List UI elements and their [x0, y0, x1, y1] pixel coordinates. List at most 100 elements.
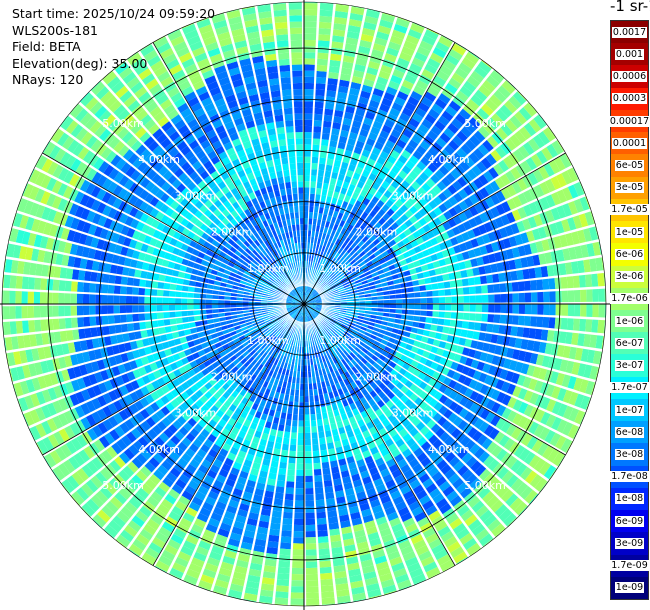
beta-cell — [395, 208, 404, 217]
beta-cell — [329, 140, 338, 148]
beta-cell — [528, 454, 541, 469]
beta-cell — [306, 309, 309, 316]
beta-cell — [511, 281, 519, 292]
beta-cell — [461, 278, 469, 287]
beta-cell — [469, 134, 481, 147]
beta-cell — [9, 306, 16, 320]
beta-cell — [338, 288, 345, 293]
beta-cell — [481, 284, 488, 294]
beta-cell — [347, 24, 361, 34]
beta-cell — [424, 430, 435, 440]
beta-cell — [311, 289, 316, 295]
beta-cell — [461, 231, 470, 242]
beta-cell — [338, 360, 345, 368]
beta-cell — [354, 363, 362, 371]
beta-cell — [491, 354, 500, 366]
beta-cell — [432, 310, 439, 318]
beta-cell — [304, 211, 309, 219]
beta-cell — [472, 370, 482, 381]
beta-cell — [544, 178, 556, 193]
beta-cell — [394, 453, 405, 463]
beta-cell — [543, 304, 550, 316]
beta-cell — [449, 494, 463, 507]
beta-cell — [536, 442, 549, 457]
beta-cell — [365, 231, 373, 239]
beta-cell — [352, 523, 365, 532]
beta-cell — [446, 334, 455, 343]
beta-cell — [577, 259, 585, 274]
beta-cell — [456, 147, 468, 159]
beta-cell — [462, 312, 470, 321]
beta-cell — [512, 398, 523, 412]
beta-cell — [304, 291, 306, 298]
beta-cell — [358, 96, 369, 105]
beta-cell — [430, 361, 439, 370]
beta-cell — [324, 333, 330, 340]
beta-cell — [361, 149, 371, 158]
beta-cell — [362, 21, 377, 31]
beta-cell — [334, 185, 342, 193]
beta-cell — [96, 326, 104, 337]
beta-cell — [393, 323, 401, 329]
beta-cell — [372, 238, 380, 246]
beta-cell — [313, 468, 322, 476]
beta-cell — [15, 291, 22, 304]
beta-cell — [517, 245, 526, 257]
beta-cell — [463, 295, 470, 303]
beta-cell — [351, 373, 359, 381]
beta-cell — [383, 312, 390, 317]
beta-cell — [584, 211, 595, 226]
beta-cell — [336, 271, 342, 277]
beta-cell — [315, 299, 322, 302]
beta-cell — [311, 289, 317, 295]
beta-cell — [365, 137, 376, 147]
beta-cell — [348, 505, 360, 514]
beta-cell — [439, 64, 453, 77]
beta-cell — [347, 231, 354, 240]
beta-cell — [358, 260, 366, 267]
beta-cell — [453, 244, 462, 254]
beta-cell — [408, 500, 421, 512]
beta-cell — [374, 369, 382, 378]
beta-cell — [416, 45, 431, 57]
beta-cell — [338, 135, 348, 144]
beta-cell — [395, 313, 402, 319]
beta-cell — [523, 403, 535, 417]
beta-cell — [377, 225, 386, 234]
beta-cell — [46, 319, 54, 331]
beta-cell — [435, 251, 444, 260]
beta-cell — [528, 201, 539, 215]
beta-cell — [454, 270, 462, 279]
beta-cell — [350, 381, 358, 389]
beta-cell — [473, 350, 482, 360]
beta-cell — [403, 490, 415, 501]
beta-cell — [384, 139, 395, 150]
beta-cell — [365, 274, 373, 280]
beta-cell — [339, 219, 346, 228]
beta-cell — [362, 514, 375, 524]
beta-cell — [517, 145, 530, 159]
beta-cell — [457, 374, 467, 384]
beta-cell — [369, 226, 378, 234]
beta-cell — [315, 296, 322, 300]
beta-cell — [278, 554, 291, 562]
beta-cell — [389, 556, 404, 567]
beta-cell — [354, 166, 363, 175]
beta-cell — [341, 343, 348, 350]
beta-cell — [330, 229, 336, 237]
beta-cell — [333, 109, 344, 118]
beta-cell — [361, 27, 376, 37]
beta-cell — [278, 560, 291, 568]
beta-cell — [470, 257, 478, 267]
beta-cell — [304, 27, 317, 34]
beta-cell — [426, 262, 435, 270]
beta-cell — [309, 296, 315, 301]
beta-cell — [383, 308, 390, 313]
beta-cell — [437, 191, 448, 202]
beta-cell — [386, 353, 395, 361]
beta-cell — [514, 361, 524, 373]
beta-cell — [518, 292, 526, 303]
beta-cell — [573, 377, 583, 392]
beta-cell — [319, 251, 324, 258]
beta-cell — [296, 457, 304, 464]
